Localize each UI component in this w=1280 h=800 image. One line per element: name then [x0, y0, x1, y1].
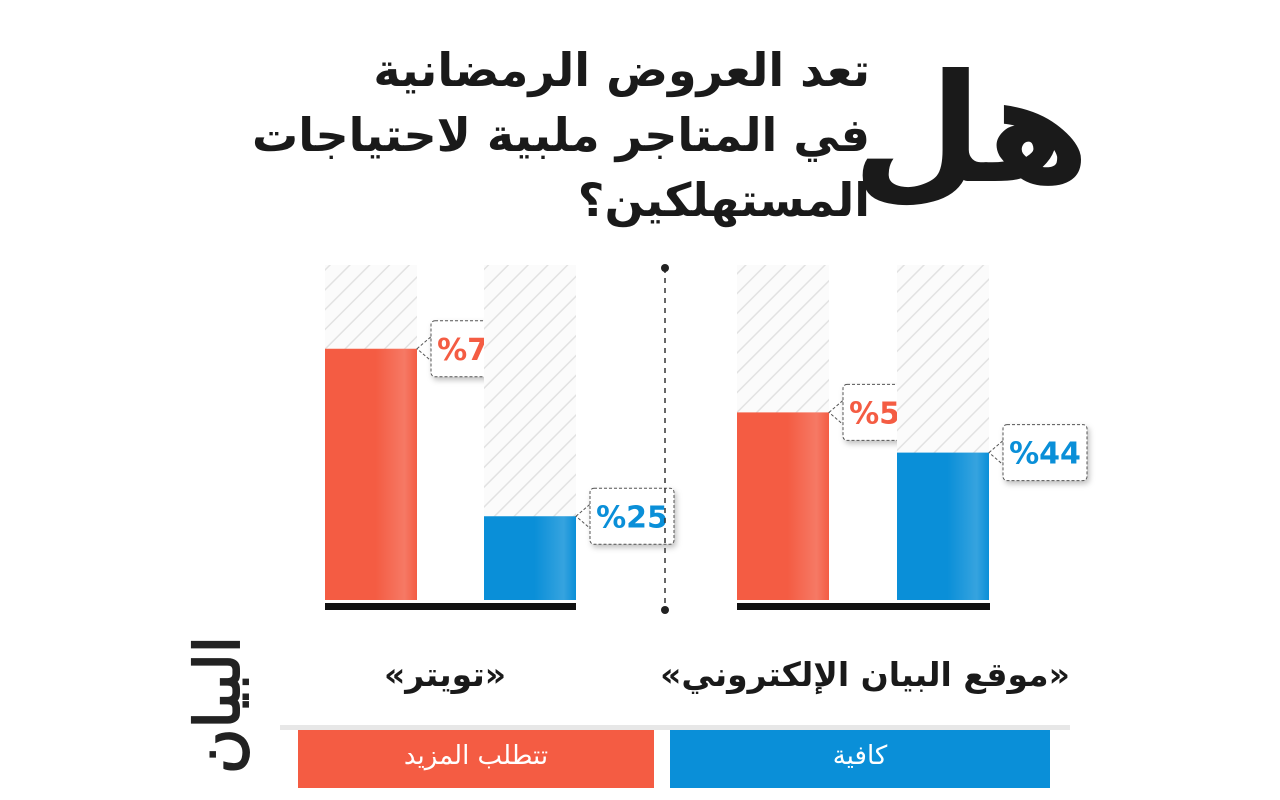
legend-sufficient: كافية [670, 725, 1050, 788]
bar-shine [947, 452, 989, 600]
baseline [325, 603, 576, 610]
legend-top-strip [280, 725, 1070, 730]
legend-needs-more: تتطلب المزيد [298, 725, 654, 788]
legend-sufficient-label: كافية [832, 741, 888, 771]
title-line-1: تعد العروض الرمضانية [373, 43, 870, 97]
data-label-box [1002, 424, 1088, 482]
chart-title: تعد العروض الرمضانية في المتاجر ملبية لا… [252, 38, 870, 233]
data-label-box [589, 487, 675, 545]
data-label: %25 [596, 500, 668, 535]
data-label-pointer [416, 335, 432, 362]
title-line-3: المستهلكين؟ [577, 173, 870, 227]
source-label-website: «موقع البيان الإلكتروني» [660, 655, 1070, 694]
data-label-pointer [828, 399, 844, 426]
bar-shine [534, 516, 576, 600]
divider-dot-bottom [661, 606, 669, 614]
data-label-pointer [575, 503, 591, 530]
source-label-twitter: «تويتر» [383, 655, 507, 694]
bar-shine [787, 412, 829, 600]
heading-big-word: هل [852, 43, 1094, 217]
legend-needs-more-label: تتطلب المزيد [403, 741, 549, 771]
baseline [737, 603, 990, 610]
publisher-logo: البيان [181, 636, 254, 774]
data-label: %44 [1009, 437, 1081, 472]
title-line-2: في المتاجر ملبية لاحتياجات [252, 108, 870, 162]
data-label-pointer [988, 439, 1004, 466]
divider-dot-top [661, 264, 669, 272]
bar-shine [375, 348, 417, 600]
